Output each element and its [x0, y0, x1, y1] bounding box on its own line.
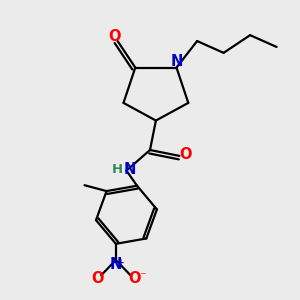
Text: N: N: [110, 257, 122, 272]
Text: O: O: [180, 147, 192, 162]
Text: O: O: [128, 272, 140, 286]
Text: +: +: [117, 258, 125, 267]
Text: N: N: [124, 162, 136, 177]
Text: O: O: [108, 29, 120, 44]
Text: O: O: [92, 272, 104, 286]
Text: ⁻: ⁻: [139, 270, 146, 283]
Text: H: H: [112, 163, 123, 176]
Text: N: N: [170, 54, 183, 69]
